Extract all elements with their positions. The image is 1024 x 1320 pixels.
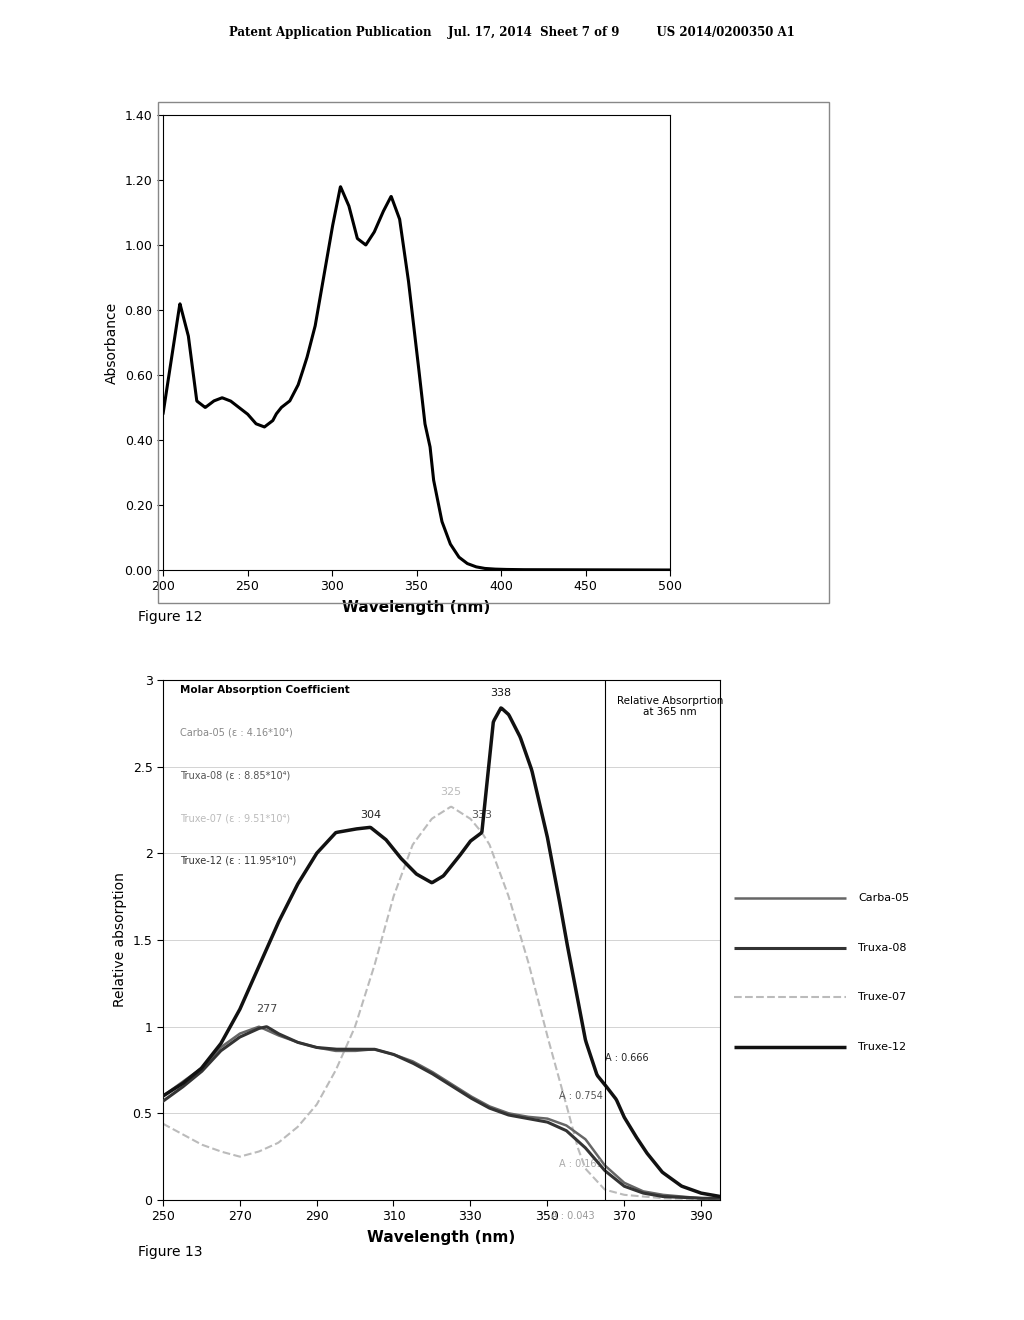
Text: Truxe-12: Truxe-12: [858, 1041, 906, 1052]
Text: Truxe-07: Truxe-07: [858, 993, 906, 1002]
X-axis label: Wavelength (nm): Wavelength (nm): [342, 601, 490, 615]
Text: A : 0.666: A : 0.666: [605, 1053, 648, 1063]
Text: Molar Absorption Coefficient: Molar Absorption Coefficient: [179, 685, 349, 696]
Text: Figure 13: Figure 13: [138, 1245, 203, 1259]
Y-axis label: Absorbance: Absorbance: [105, 301, 119, 384]
Text: 325: 325: [440, 787, 462, 797]
Text: A : 0.043: A : 0.043: [551, 1210, 595, 1221]
Text: Truxa-08 (ε : 8.85*10⁴): Truxa-08 (ε : 8.85*10⁴): [179, 771, 290, 780]
Text: 277: 277: [256, 1003, 278, 1014]
Text: Relative Absorprtion
at 365 nm: Relative Absorprtion at 365 nm: [616, 696, 723, 717]
Text: A : 0.161: A : 0.161: [559, 1159, 602, 1168]
Text: Truxe-07 (ε : 9.51*10⁴): Truxe-07 (ε : 9.51*10⁴): [179, 813, 290, 824]
Y-axis label: Relative absorption: Relative absorption: [113, 873, 127, 1007]
Text: 304: 304: [359, 809, 381, 820]
Text: Figure 12: Figure 12: [138, 610, 203, 624]
Text: 333: 333: [471, 809, 493, 820]
X-axis label: Wavelength (nm): Wavelength (nm): [368, 1230, 516, 1245]
Text: A : 0.754: A : 0.754: [559, 1092, 602, 1101]
Text: Patent Application Publication    Jul. 17, 2014  Sheet 7 of 9         US 2014/02: Patent Application Publication Jul. 17, …: [229, 26, 795, 40]
Text: Truxa-08: Truxa-08: [858, 942, 906, 953]
Text: Truxe-12 (ε : 11.95*10⁴): Truxe-12 (ε : 11.95*10⁴): [179, 855, 296, 866]
Text: Carba-05 (ε : 4.16*10⁴): Carba-05 (ε : 4.16*10⁴): [179, 727, 293, 738]
Text: Carba-05: Carba-05: [858, 894, 909, 903]
Text: 338: 338: [490, 688, 512, 698]
